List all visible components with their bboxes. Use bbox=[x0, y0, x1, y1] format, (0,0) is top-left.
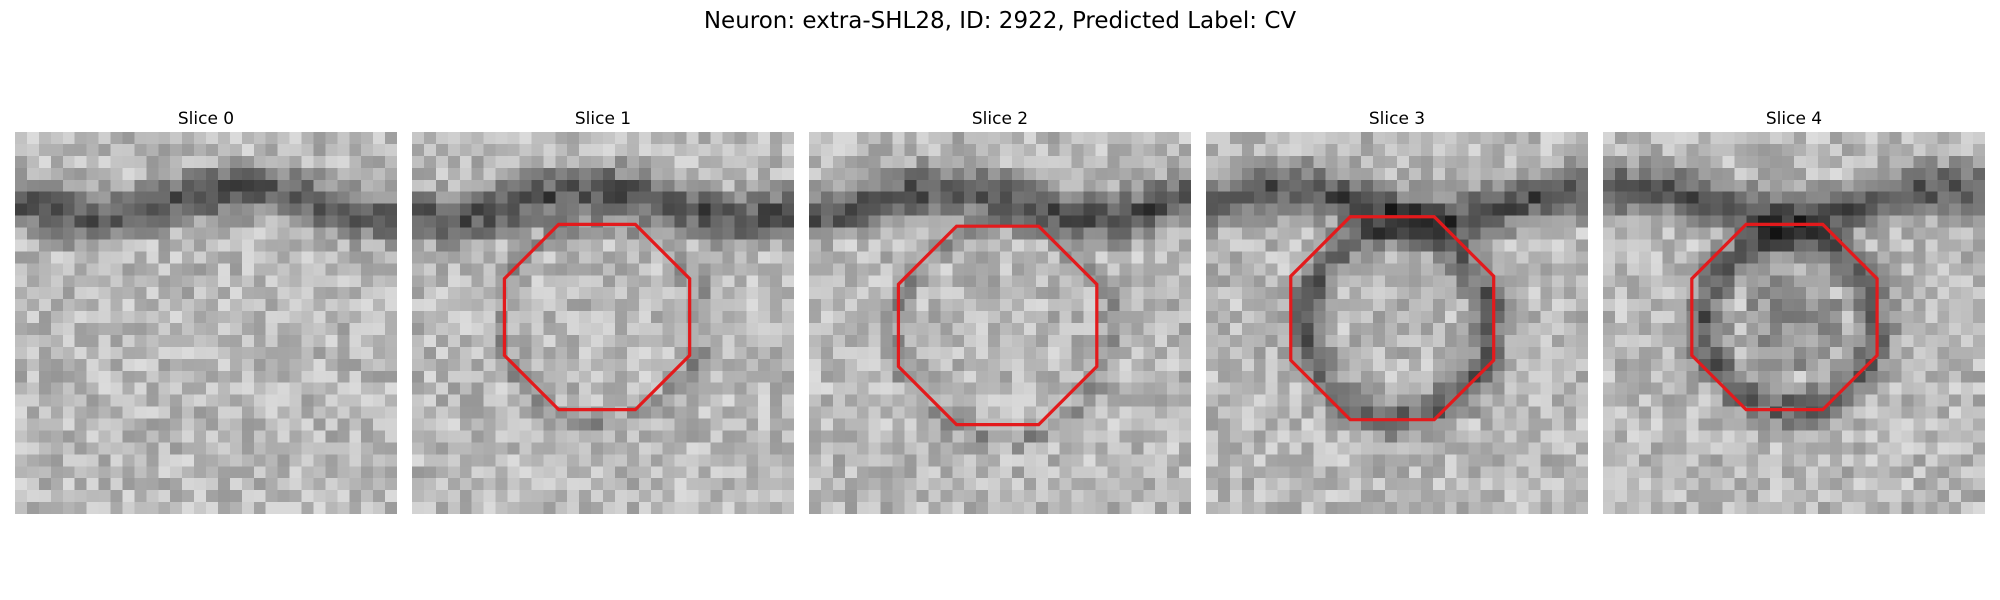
slice-image bbox=[1206, 132, 1588, 514]
slice-title: Slice 2 bbox=[971, 109, 1029, 129]
slice-title: Slice 0 bbox=[177, 109, 235, 129]
slice-title: Slice 1 bbox=[574, 109, 632, 129]
slice-image bbox=[1603, 132, 1985, 514]
slice-title: Slice 3 bbox=[1368, 109, 1426, 129]
roi-outline bbox=[896, 224, 1099, 427]
slice-panel-3: Slice 3 bbox=[1206, 108, 1588, 514]
slice-image bbox=[809, 132, 1191, 514]
slice-panel-2: Slice 2 bbox=[809, 108, 1191, 514]
slice-panel-0: Slice 0 bbox=[15, 108, 397, 514]
roi-outline bbox=[1690, 222, 1879, 412]
slice-image bbox=[412, 132, 794, 514]
slice-panel-4: Slice 4 bbox=[1603, 108, 1985, 514]
roi-outline bbox=[1289, 215, 1496, 422]
slice-title: Slice 4 bbox=[1765, 109, 1823, 129]
roi-outline bbox=[502, 222, 692, 412]
slice-panel-1: Slice 1 bbox=[412, 108, 794, 514]
slice-image bbox=[15, 132, 397, 514]
figure-title: Neuron: extra-SHL28, ID: 2922, Predicted… bbox=[703, 8, 1297, 34]
